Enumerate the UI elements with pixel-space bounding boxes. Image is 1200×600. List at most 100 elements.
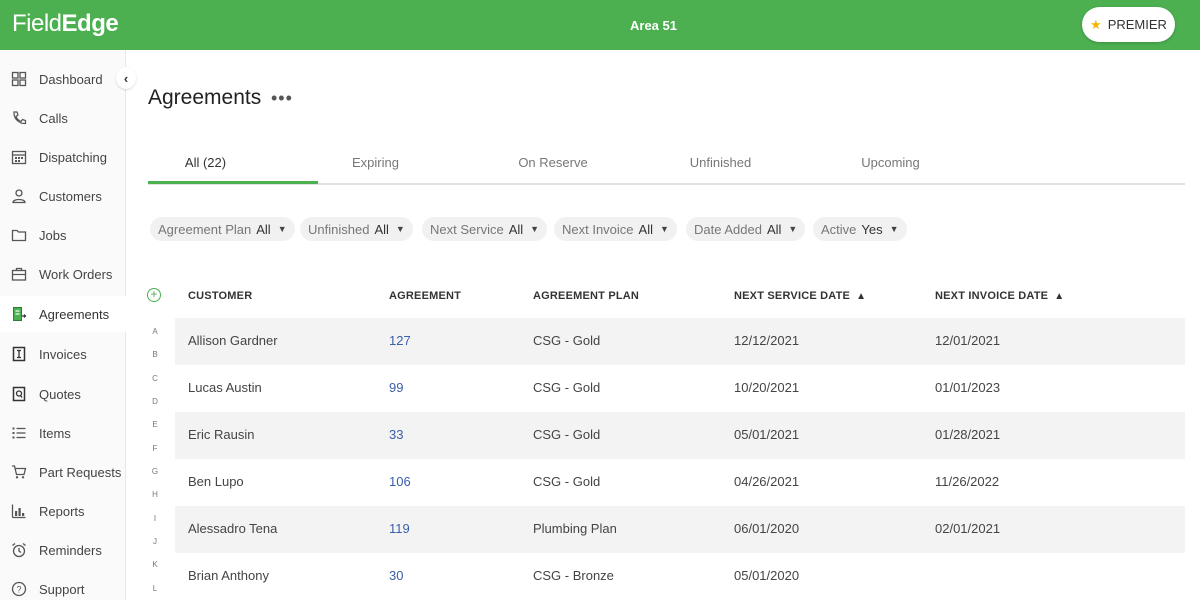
column-header-label: NEXT INVOICE DATE <box>935 290 1049 302</box>
table-row[interactable]: Ben Lupo 106 CSG - Gold 04/26/2021 11/26… <box>175 459 1185 506</box>
filter-unfinished[interactable]: Unfinished All ▼ <box>300 217 413 241</box>
briefcase-icon <box>10 265 28 283</box>
cell-next-service-date: 04/26/2021 <box>734 474 800 489</box>
sidebar-item-label: Reports <box>39 503 85 519</box>
filter-label: Agreement Plan <box>158 221 252 237</box>
sidebar-item-label: Customers <box>39 188 102 204</box>
tab-unfinished[interactable]: Unfinished <box>689 155 752 170</box>
cell-agreement-link[interactable]: 106 <box>389 474 411 489</box>
sidebar-item-dashboard[interactable]: Dashboard <box>0 61 126 97</box>
sidebar-item-calls[interactable]: Calls <box>0 100 126 136</box>
column-header-customer[interactable]: CUSTOMER <box>188 290 253 302</box>
tab-on-reserve[interactable]: On Reserve <box>518 155 588 170</box>
alpha-index-k[interactable]: K <box>152 560 158 569</box>
sidebar-item-agreements[interactable]: Agreements <box>0 296 126 332</box>
alpha-index-f[interactable]: F <box>152 444 158 453</box>
cell-agreement-link[interactable]: 119 <box>389 521 410 536</box>
brand-logo[interactable]: FieldEdge <box>12 10 119 38</box>
sidebar-item-work-orders[interactable]: Work Orders <box>0 256 126 292</box>
filter-next-service[interactable]: Next Service All ▼ <box>422 217 548 241</box>
tab-expiring[interactable]: Expiring <box>352 155 399 170</box>
column-header-agreement-plan[interactable]: AGREEMENT PLAN <box>533 290 640 302</box>
cell-agreement-plan: CSG - Gold <box>533 333 601 348</box>
cell-next-invoice-date: 12/01/2021 <box>935 333 1001 348</box>
chevron-down-icon: ▼ <box>889 224 899 234</box>
column-header-next-invoice-date[interactable]: NEXT INVOICE DATE ▲ <box>935 290 1064 302</box>
filter-date-added[interactable]: Date Added All ▼ <box>686 217 806 241</box>
invoice-icon <box>10 345 28 363</box>
sidebar-item-invoices[interactable]: Invoices <box>0 336 126 372</box>
cell-next-invoice-date: 02/01/2021 <box>935 521 1001 536</box>
filter-active[interactable]: Active Yes ▼ <box>813 217 907 241</box>
list-icon <box>10 424 28 442</box>
sidebar-item-part-requests[interactable]: Part Requests <box>0 454 126 490</box>
table-row[interactable]: Lucas Austin 99 CSG - Gold 10/20/2021 01… <box>175 365 1185 412</box>
filter-next-invoice[interactable]: Next Invoice All ▼ <box>554 217 677 241</box>
table-row[interactable]: Brian Anthony 30 CSG - Bronze 05/01/2020 <box>175 553 1185 600</box>
help-icon: ? <box>10 580 28 598</box>
sort-asc-icon: ▲ <box>1054 291 1065 302</box>
add-agreement-button[interactable]: + <box>147 288 161 302</box>
alpha-index-h[interactable]: H <box>152 490 158 499</box>
alpha-index-g[interactable]: G <box>151 467 159 476</box>
table-row[interactable]: Eric Rausin 33 CSG - Gold 05/01/2021 01/… <box>175 412 1185 459</box>
sidebar-item-dispatching[interactable]: Dispatching <box>0 139 126 175</box>
cell-agreement-link[interactable]: 99 <box>389 380 404 395</box>
cell-agreement-link[interactable]: 33 <box>389 427 404 442</box>
person-icon <box>10 187 28 205</box>
column-header-label: NEXT SERVICE DATE <box>734 290 851 302</box>
sidebar-item-label: Items <box>39 425 71 441</box>
cell-next-service-date: 05/01/2020 <box>734 568 800 583</box>
table-row[interactable]: Alessadro Tena 119 Plumbing Plan 06/01/2… <box>175 506 1185 553</box>
alpha-index-b[interactable]: B <box>152 350 158 359</box>
cell-agreement-plan: CSG - Gold <box>533 474 601 489</box>
cell-agreement-link[interactable]: 127 <box>389 333 411 348</box>
sidebar-item-reminders[interactable]: Reminders <box>0 532 126 568</box>
alpha-index-a[interactable]: A <box>152 327 158 336</box>
svg-text:?: ? <box>16 585 21 595</box>
chevron-down-icon: ▼ <box>395 224 405 234</box>
phone-icon <box>10 109 28 127</box>
sidebar-item-reports[interactable]: Reports <box>0 493 126 529</box>
sidebar-item-items[interactable]: Items <box>0 415 126 451</box>
calendar-grid-icon <box>10 148 28 166</box>
cell-agreement-link[interactable]: 30 <box>389 568 404 583</box>
sidebar-item-label: Work Orders <box>39 266 113 282</box>
alpha-index-c[interactable]: C <box>152 374 158 383</box>
filter-value: All <box>374 221 389 237</box>
tab-upcoming[interactable]: Upcoming <box>861 155 920 170</box>
sidebar-collapse-button[interactable]: ‹ <box>116 67 136 89</box>
sidebar-item-label: Quotes <box>39 386 81 402</box>
alarm-clock-icon <box>10 541 28 559</box>
sidebar-item-support[interactable]: ? Support <box>0 571 126 600</box>
cell-next-service-date: 05/01/2021 <box>734 427 800 442</box>
filter-value: All <box>256 221 271 237</box>
sidebar-item-quotes[interactable]: Quotes <box>0 376 126 412</box>
filter-value: Yes <box>861 221 883 237</box>
alpha-index-l[interactable]: L <box>152 584 158 593</box>
sidebar-item-jobs[interactable]: Jobs <box>0 217 126 253</box>
filter-label: Unfinished <box>308 221 370 237</box>
agreement-tabs: All (22) Expiring On Reserve Unfinished … <box>148 140 1185 185</box>
cell-next-service-date: 06/01/2020 <box>734 521 800 536</box>
alpha-index-i[interactable]: I <box>153 514 157 523</box>
column-header-agreement[interactable]: AGREEMENT <box>389 290 462 302</box>
filter-agreement-plan[interactable]: Agreement Plan All ▼ <box>150 217 295 241</box>
table-row[interactable]: Allison Gardner 127 CSG - Gold 12/12/202… <box>175 318 1185 365</box>
cell-agreement-plan: CSG - Bronze <box>533 568 614 583</box>
alpha-index-d[interactable]: D <box>152 397 158 406</box>
page-title: Agreements <box>148 86 262 109</box>
active-tab-indicator <box>148 181 318 184</box>
filter-label: Active <box>821 221 857 237</box>
more-options-button[interactable]: ••• <box>271 88 293 108</box>
tab-all[interactable]: All (22) <box>184 155 227 170</box>
alpha-index-j[interactable]: J <box>153 537 157 546</box>
chevron-left-icon: ‹ <box>123 70 129 86</box>
alpha-index-e[interactable]: E <box>152 420 158 429</box>
filter-label: Next Invoice <box>562 221 634 237</box>
sidebar-item-customers[interactable]: Customers <box>0 178 126 214</box>
filter-value: All <box>766 221 782 237</box>
column-header-next-service-date[interactable]: NEXT SERVICE DATE ▲ <box>734 290 866 302</box>
cell-customer: Lucas Austin <box>188 380 262 395</box>
premier-button[interactable]: ★ PREMIER <box>1082 7 1175 42</box>
